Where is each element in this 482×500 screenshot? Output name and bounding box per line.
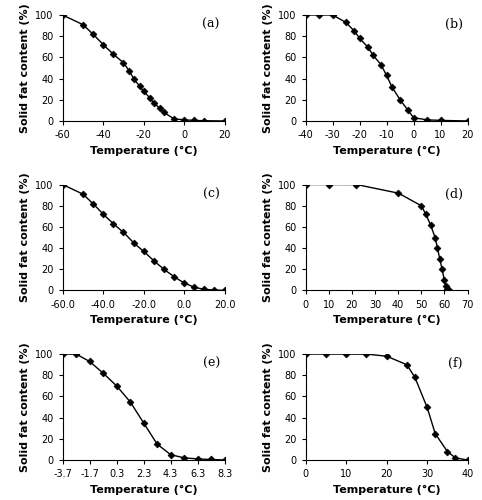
X-axis label: Temperature (°C): Temperature (°C) [333, 146, 441, 156]
Text: (e): (e) [202, 357, 220, 370]
X-axis label: Temperature (°C): Temperature (°C) [90, 315, 198, 325]
Y-axis label: Solid fat content (%): Solid fat content (%) [263, 342, 273, 472]
Y-axis label: Solid fat content (%): Solid fat content (%) [263, 172, 273, 302]
Y-axis label: Solid fat content (%): Solid fat content (%) [20, 172, 30, 302]
X-axis label: Temperature (°C): Temperature (°C) [90, 146, 198, 156]
Y-axis label: Solid fat content (%): Solid fat content (%) [263, 3, 273, 133]
Text: (a): (a) [202, 18, 220, 31]
Text: (c): (c) [203, 188, 220, 200]
Text: (f): (f) [448, 357, 463, 370]
X-axis label: Temperature (°C): Temperature (°C) [333, 484, 441, 494]
Text: (d): (d) [445, 188, 463, 200]
Text: (b): (b) [445, 18, 463, 31]
Y-axis label: Solid fat content (%): Solid fat content (%) [20, 342, 30, 472]
X-axis label: Temperature (°C): Temperature (°C) [90, 484, 198, 494]
X-axis label: Temperature (°C): Temperature (°C) [333, 315, 441, 325]
Y-axis label: Solid fat content (%): Solid fat content (%) [20, 3, 30, 133]
